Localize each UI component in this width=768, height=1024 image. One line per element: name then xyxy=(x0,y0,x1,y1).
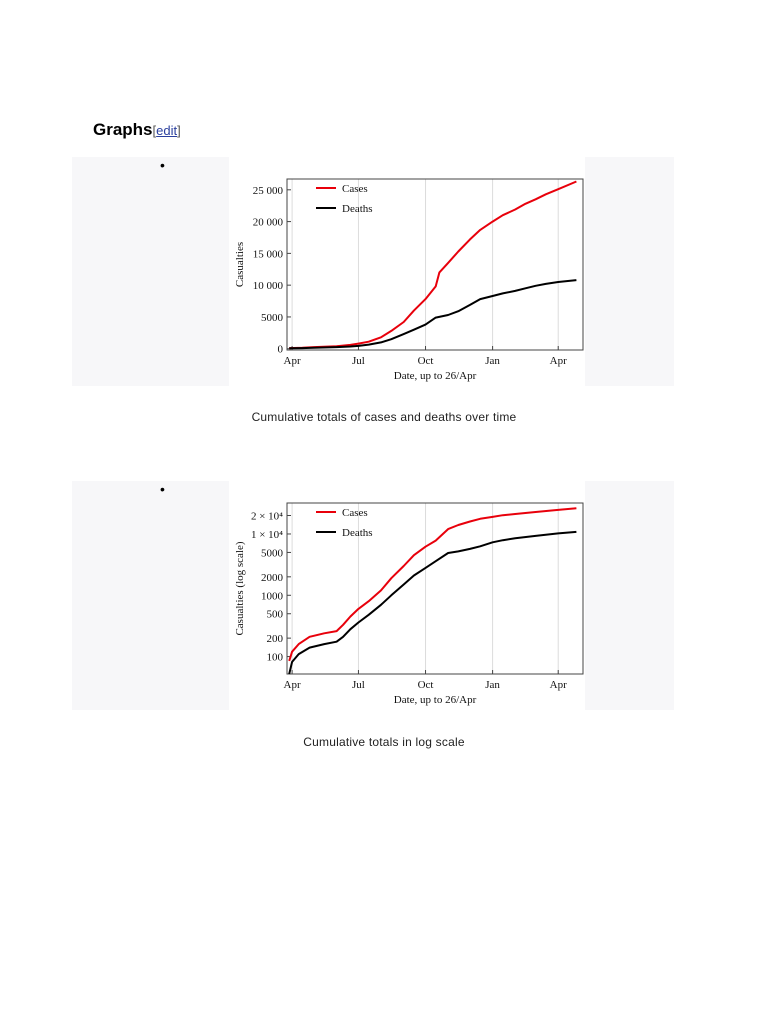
y-tick-label: 2 × 10⁴ xyxy=(251,511,283,523)
chart-panel-log[interactable]: 100 200 500 1000 2000 5000 1 × 10⁴ 2 × 10⁴ Apr Ju… xyxy=(229,481,585,710)
y-tick-label: 2000 xyxy=(261,572,284,584)
gallery-caption-2: Cumulative totals in log scale xyxy=(303,735,465,749)
chart-cumulative-linear: 0 5000 10 000 15 000 20 000 25 000 Apr Jul Oct Ja… xyxy=(234,178,584,382)
x-tick-label: Jan xyxy=(485,355,500,367)
section-title: Graphs xyxy=(93,120,153,139)
x-tick-label: Apr xyxy=(550,679,567,691)
list-bullet: • xyxy=(160,157,165,173)
y-tick-label: 10 000 xyxy=(253,280,284,292)
legend-label-cases: Cases xyxy=(342,507,368,519)
list-bullet: • xyxy=(160,481,165,497)
y-tick-label: 5000 xyxy=(261,547,284,559)
y-tick-label: 20 000 xyxy=(253,217,284,229)
plot-frame xyxy=(286,178,584,351)
x-tick-label: Apr xyxy=(550,355,567,367)
x-tick-label: Jan xyxy=(485,679,500,691)
section-heading: Graphs[edit] xyxy=(93,120,181,140)
edit-section-link[interactable]: edit xyxy=(156,123,178,138)
chart-panel-linear[interactable]: 0 5000 10 000 15 000 20 000 25 000 Apr Jul Oct Ja… xyxy=(229,157,585,386)
y-tick-label: 1 × 10⁴ xyxy=(251,529,283,541)
y-tick-label: 100 xyxy=(267,652,284,664)
x-tick-label: Oct xyxy=(418,679,434,691)
y-tick-label: 500 xyxy=(267,609,284,621)
legend-label-cases: Cases xyxy=(342,183,368,195)
gallery-item-1: • 0 5000 10 000 15 000 20 000 25 000 Apr Jul Oct… xyxy=(72,157,674,386)
x-tick-label: Apr xyxy=(284,679,301,691)
edit-close-bracket: ] xyxy=(177,123,181,138)
y-tick-label: 0 xyxy=(278,344,284,356)
x-axis-label: Date, up to 26/Apr xyxy=(394,370,477,382)
legend-label-deaths: Deaths xyxy=(342,203,373,215)
y-axis-label: Casualties xyxy=(234,242,246,287)
series-line-cases xyxy=(289,180,577,350)
edit-open-bracket: [ xyxy=(152,123,157,138)
chart-cumulative-log: 100 200 500 1000 2000 5000 1 × 10⁴ 2 × 10⁴ Apr Ju… xyxy=(234,502,584,706)
x-axis-label: Date, up to 26/Apr xyxy=(394,694,477,706)
legend-label-deaths: Deaths xyxy=(342,527,373,539)
x-tick-label: Jul xyxy=(352,355,365,367)
gallery-item-2: • 100 200 500 1000 2000 5000 1 × 10⁴ 2 × 10⁴ Apr… xyxy=(72,481,674,710)
plot-frame xyxy=(286,502,584,675)
series-line-deaths xyxy=(288,530,577,675)
y-tick-label: 1000 xyxy=(261,590,284,602)
y-tick-label: 200 xyxy=(267,633,284,645)
series-line-deaths xyxy=(289,279,577,350)
y-axis-label: Casualties (log scale) xyxy=(234,541,246,635)
x-tick-label: Oct xyxy=(418,355,434,367)
y-tick-label: 25 000 xyxy=(253,185,284,197)
gallery-caption-1: Cumulative totals of cases and deaths ov… xyxy=(251,410,517,424)
series-line-cases xyxy=(288,507,577,662)
y-tick-label: 15 000 xyxy=(253,248,284,260)
x-tick-label: Jul xyxy=(352,679,365,691)
edit-section-link-wrapper: [edit] xyxy=(153,123,181,138)
y-tick-label: 5000 xyxy=(261,312,284,324)
x-tick-label: Apr xyxy=(284,355,301,367)
